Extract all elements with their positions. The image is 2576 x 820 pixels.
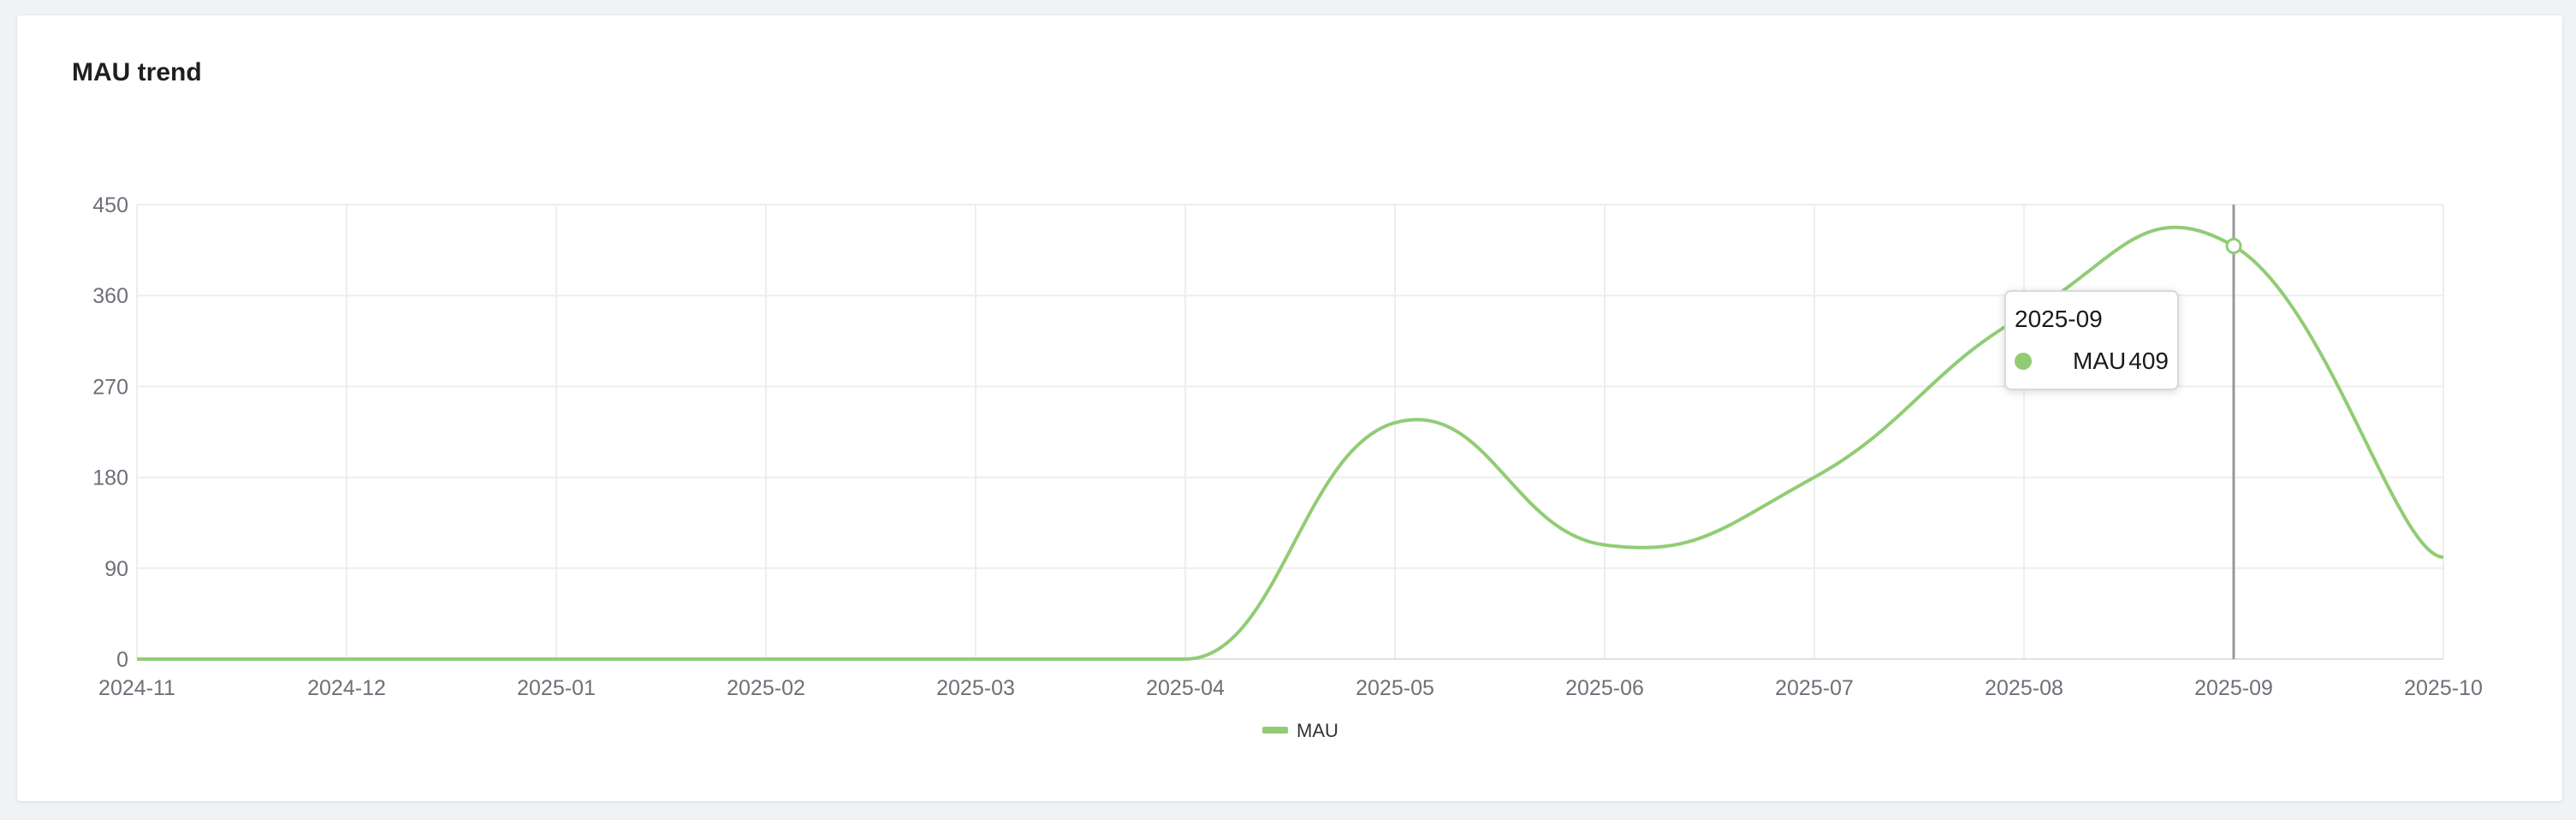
series-line-mau[interactable] xyxy=(137,225,2444,661)
x-tick-label: 2025-07 xyxy=(1775,676,1854,700)
x-tick-label: 2025-03 xyxy=(936,676,1015,700)
tooltip-title: 2025-09 xyxy=(2015,306,2103,332)
x-tick-label: 2025-04 xyxy=(1146,676,1225,700)
tooltip-series-value: 409 xyxy=(2128,348,2169,374)
x-tick-label: 2025-02 xyxy=(727,676,805,700)
x-tick-label: 2025-01 xyxy=(517,676,596,700)
x-tick-label: 2025-08 xyxy=(1985,676,2063,700)
highlighted-data-point[interactable] xyxy=(2225,237,2242,254)
x-tick-label: 2025-06 xyxy=(1565,676,1644,700)
y-tick-label: 180 xyxy=(92,466,128,490)
card-title: MAU trend xyxy=(72,58,202,86)
legend-label-mau[interactable]: MAU xyxy=(1297,720,1338,741)
tooltip-series-name: MAU xyxy=(2073,348,2127,374)
tooltip-series-marker xyxy=(2015,353,2032,370)
x-tick-label: 2024-12 xyxy=(307,676,386,700)
axes: 0 90 180 270 360 450 2024-11 2024-12 2025-01 2025… xyxy=(92,193,2483,700)
x-tick-label: 2025-09 xyxy=(2194,676,2273,700)
legend-swatch-mau[interactable] xyxy=(1262,727,1288,734)
tooltip-row: MAU 409 xyxy=(2015,348,2169,375)
series-mau[interactable] xyxy=(137,225,2444,661)
tooltip: 2025-09 MAU 409 xyxy=(2004,290,2179,390)
legend[interactable]: MAU xyxy=(1262,720,1338,741)
x-tick-label: 2024-11 xyxy=(98,676,175,700)
x-tick-label: 2025-10 xyxy=(2404,676,2483,700)
y-tick-label: 0 xyxy=(116,648,128,672)
chart-card: MAU trend xyxy=(17,15,2562,801)
grid xyxy=(136,204,2444,660)
y-tick-label: 450 xyxy=(92,193,128,217)
y-tick-label: 270 xyxy=(92,375,128,399)
x-tick-label: 2025-05 xyxy=(1356,676,1434,700)
y-tick-label: 360 xyxy=(92,284,128,308)
y-tick-label: 90 xyxy=(104,557,128,581)
